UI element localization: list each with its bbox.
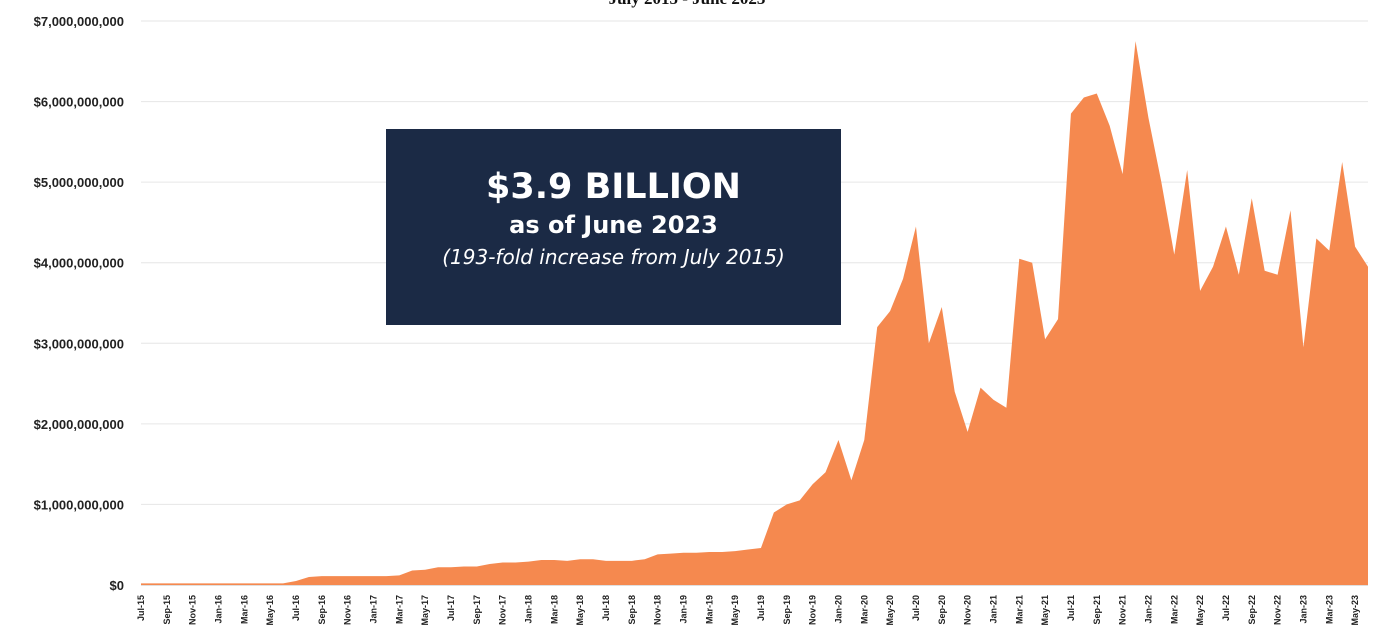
x-tick-label: Sep-16 bbox=[317, 595, 327, 625]
x-tick-label: Jul-22 bbox=[1221, 595, 1231, 621]
x-tick-label: Mar-21 bbox=[1014, 595, 1024, 624]
x-tick-label: May-17 bbox=[420, 595, 430, 626]
x-tick-label: May-21 bbox=[1040, 595, 1050, 626]
y-tick-label: $0 bbox=[110, 578, 124, 593]
x-tick-label: Jan-19 bbox=[678, 595, 688, 624]
x-tick-label: Nov-19 bbox=[808, 595, 818, 625]
x-tick-label: Jan-22 bbox=[1143, 595, 1153, 624]
x-tick-label: Jul-20 bbox=[911, 595, 921, 621]
y-tick-label: $2,000,000,000 bbox=[34, 417, 124, 432]
x-tick-label: Mar-19 bbox=[704, 595, 714, 624]
x-tick-label: Jan-21 bbox=[988, 595, 998, 624]
x-tick-label: May-16 bbox=[265, 595, 275, 626]
x-tick-label: Sep-18 bbox=[627, 595, 637, 625]
x-tick-label: May-23 bbox=[1350, 595, 1360, 626]
x-tick-label: Mar-23 bbox=[1324, 595, 1334, 624]
x-tick-label: Jul-18 bbox=[601, 595, 611, 621]
x-tick-label: Nov-22 bbox=[1273, 595, 1283, 625]
x-tick-label: Sep-20 bbox=[937, 595, 947, 625]
x-tick-label: Jan-17 bbox=[368, 595, 378, 624]
x-tick-label: Mar-20 bbox=[859, 595, 869, 624]
x-tick-label: Nov-20 bbox=[963, 595, 973, 625]
y-tick-label: $3,000,000,000 bbox=[34, 336, 124, 351]
x-tick-label: Sep-19 bbox=[782, 595, 792, 625]
x-tick-label: Jan-23 bbox=[1298, 595, 1308, 624]
y-tick-label: $7,000,000,000 bbox=[34, 14, 124, 29]
area-fill bbox=[141, 41, 1368, 585]
x-tick-label: Jul-21 bbox=[1066, 595, 1076, 621]
x-tick-label: Mar-17 bbox=[394, 595, 404, 624]
x-axis-ticks: Jul-15 Sep-15 Nov-15 Jan-16 Mar-16 May-16 Jul-… bbox=[136, 595, 1360, 626]
x-tick-label: Jul-16 bbox=[291, 595, 301, 621]
callout-headline: $3.9 BILLION bbox=[486, 167, 741, 207]
x-tick-label: Nov-16 bbox=[343, 595, 353, 625]
x-tick-label: Jul-19 bbox=[756, 595, 766, 621]
chart-title: July 2015 - June 2023 bbox=[0, 0, 1374, 9]
x-tick-label: Jan-20 bbox=[833, 595, 843, 624]
x-tick-label: May-22 bbox=[1195, 595, 1205, 626]
x-tick-label: Jul-15 bbox=[136, 595, 146, 621]
x-tick-label: May-19 bbox=[730, 595, 740, 626]
x-tick-label: Nov-18 bbox=[653, 595, 663, 625]
y-tick-label: $5,000,000,000 bbox=[34, 175, 124, 190]
x-tick-label: Nov-21 bbox=[1118, 595, 1128, 625]
x-tick-label: Jul-17 bbox=[446, 595, 456, 621]
x-tick-label: Mar-22 bbox=[1169, 595, 1179, 624]
x-tick-label: Mar-16 bbox=[239, 595, 249, 624]
y-axis-ticks: $0 $1,000,000,000 $2,000,000,000 $3,000,000… bbox=[34, 14, 124, 593]
callout-note: (193-fold increase from July 2015) bbox=[442, 245, 785, 269]
x-tick-label: May-20 bbox=[885, 595, 895, 626]
x-tick-label: Mar-18 bbox=[549, 595, 559, 624]
x-tick-label: Jan-18 bbox=[523, 595, 533, 624]
x-tick-label: Sep-22 bbox=[1247, 595, 1257, 625]
x-tick-label: Sep-15 bbox=[162, 595, 172, 625]
y-tick-label: $1,000,000,000 bbox=[34, 497, 124, 512]
callout-subline: as of June 2023 bbox=[509, 211, 718, 239]
x-tick-label: May-18 bbox=[575, 595, 585, 626]
y-tick-label: $4,000,000,000 bbox=[34, 256, 124, 271]
x-tick-label: Jan-16 bbox=[213, 595, 223, 624]
x-tick-label: Sep-17 bbox=[472, 595, 482, 625]
x-tick-label: Sep-21 bbox=[1092, 595, 1102, 625]
callout-box: $3.9 BILLION as of June 2023 (193-fold i… bbox=[386, 129, 841, 325]
area-series bbox=[141, 41, 1368, 585]
x-tick-label: Nov-17 bbox=[498, 595, 508, 625]
y-tick-label: $6,000,000,000 bbox=[34, 95, 124, 110]
x-tick-label: Nov-15 bbox=[188, 595, 198, 625]
